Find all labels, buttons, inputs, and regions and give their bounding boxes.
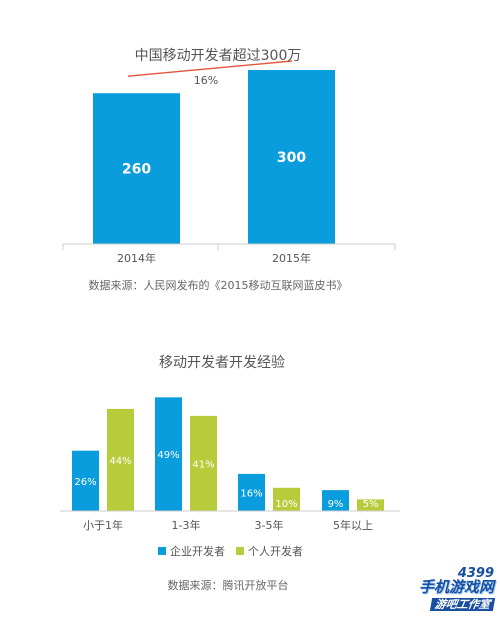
chart1-source: 数据来源：人民网发布的《2015移动互联网蓝皮书》 <box>89 278 348 292</box>
chart1-growth-trend-line <box>127 60 293 77</box>
chart2-legend-swatch <box>236 547 244 555</box>
chart1-growth-annotation: 16% <box>194 74 218 87</box>
chart2-bar <box>155 397 182 511</box>
chart2-x-tick-label: 1-3年 <box>172 518 201 532</box>
watermark-line2: 手机游戏网 <box>418 578 494 596</box>
chart2-legend-label: 企业开发者 <box>170 544 225 558</box>
chart2-bar <box>72 450 99 511</box>
chart1-x-tick-label: 2014年 <box>117 251 156 265</box>
site-watermark-logo: 4399 手机游戏网 游吧工作室 <box>418 566 496 611</box>
chart2-bar-value-label: 9% <box>328 499 344 510</box>
chart-developer-experience: 移动开发者开发经验 26% 44% 小于1年 49% 41% 1-3年 16% 10% 3-5年… <box>60 355 400 592</box>
chart2-bar <box>357 499 384 511</box>
chart2-bar <box>273 487 300 511</box>
chart1-bar-value-label: 260 <box>122 162 151 178</box>
chart2-bar-value-label: 41% <box>192 459 214 470</box>
chart2-title: 移动开发者开发经验 <box>159 355 285 371</box>
chart2-bar <box>107 408 134 511</box>
chart-developers-count: 中国移动开发者超过300万 260 2014年 300 2015年 16% 数据来源：… <box>62 48 396 292</box>
chart1-title: 中国移动开发者超过300万 <box>135 48 302 64</box>
chart2-bar <box>322 490 349 511</box>
watermark-line1: 4399 <box>457 566 494 581</box>
chart2-bar-value-label: 16% <box>240 488 262 499</box>
chart2-bar-value-label: 26% <box>74 477 96 488</box>
chart2-x-tick-label: 5年以上 <box>333 518 373 532</box>
chart1-x-tick-label: 2015年 <box>272 251 311 265</box>
chart2-bar-value-label: 10% <box>275 499 297 510</box>
chart2-source: 数据来源：腾讯开放平台 <box>168 578 289 592</box>
chart2-bar <box>190 415 217 511</box>
chart2-bar-value-label: 44% <box>109 456 131 467</box>
chart2-bar-value-label: 49% <box>157 450 179 461</box>
chart1-bar-value-label: 300 <box>277 150 306 166</box>
chart2-legend-label: 个人开发者 <box>248 544 303 558</box>
chart1-bar <box>93 93 180 244</box>
chart1-bar <box>248 70 335 244</box>
watermark-line3: 游吧工作室 <box>429 598 496 611</box>
chart2-bar-value-label: 5% <box>363 499 379 510</box>
chart2-legend-swatch <box>158 547 166 555</box>
chart2-x-tick-label: 3-5年 <box>255 518 284 532</box>
chart2-bar <box>238 473 265 511</box>
chart2-x-tick-label: 小于1年 <box>83 518 123 532</box>
